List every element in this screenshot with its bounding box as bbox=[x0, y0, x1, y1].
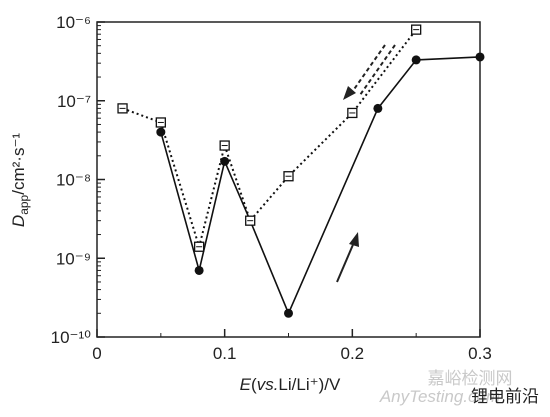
point bbox=[475, 52, 485, 62]
y-label-subscript: app bbox=[17, 194, 31, 214]
y-tick-label: 10⁻⁸ bbox=[56, 171, 91, 190]
point bbox=[373, 103, 383, 113]
watermark: 嘉峪检测网 bbox=[428, 369, 513, 388]
point bbox=[194, 265, 204, 275]
x-label-italic: vs. bbox=[257, 375, 279, 394]
y-label-unit: /cm²·s⁻¹ bbox=[9, 133, 28, 195]
point bbox=[411, 55, 421, 65]
y-tick-label: 10⁻⁹ bbox=[56, 249, 91, 268]
x-label-rest: Li/Li⁺)/V bbox=[278, 375, 341, 394]
arrows bbox=[336, 44, 396, 283]
watermark: 锂电前沿 bbox=[471, 387, 539, 406]
y-axis-label: Dapp/cm²·s⁻¹ bbox=[9, 133, 31, 227]
x-tick-label: 0 bbox=[92, 344, 101, 363]
y-tick-label: 10⁻⁷ bbox=[57, 92, 91, 111]
y-tick-label: 10⁻⁶ bbox=[56, 13, 91, 32]
y-label-symbol: D bbox=[9, 215, 28, 227]
point bbox=[156, 127, 166, 137]
watermark: AnyTesting.com bbox=[379, 387, 500, 406]
x-tick-label: 0.3 bbox=[468, 344, 492, 363]
x-axis-label: E(vs.Li/Li⁺)/V bbox=[240, 375, 341, 394]
x-tick-label: 0.1 bbox=[213, 344, 237, 363]
point bbox=[220, 156, 230, 166]
y-tick-label: 10⁻¹⁰ bbox=[51, 328, 92, 347]
x-label-symbol: E bbox=[240, 375, 252, 394]
series-line bbox=[160, 56, 481, 316]
x-tick-label: 0.2 bbox=[341, 344, 365, 363]
x-label-open: ( bbox=[251, 375, 257, 394]
point bbox=[284, 308, 293, 318]
